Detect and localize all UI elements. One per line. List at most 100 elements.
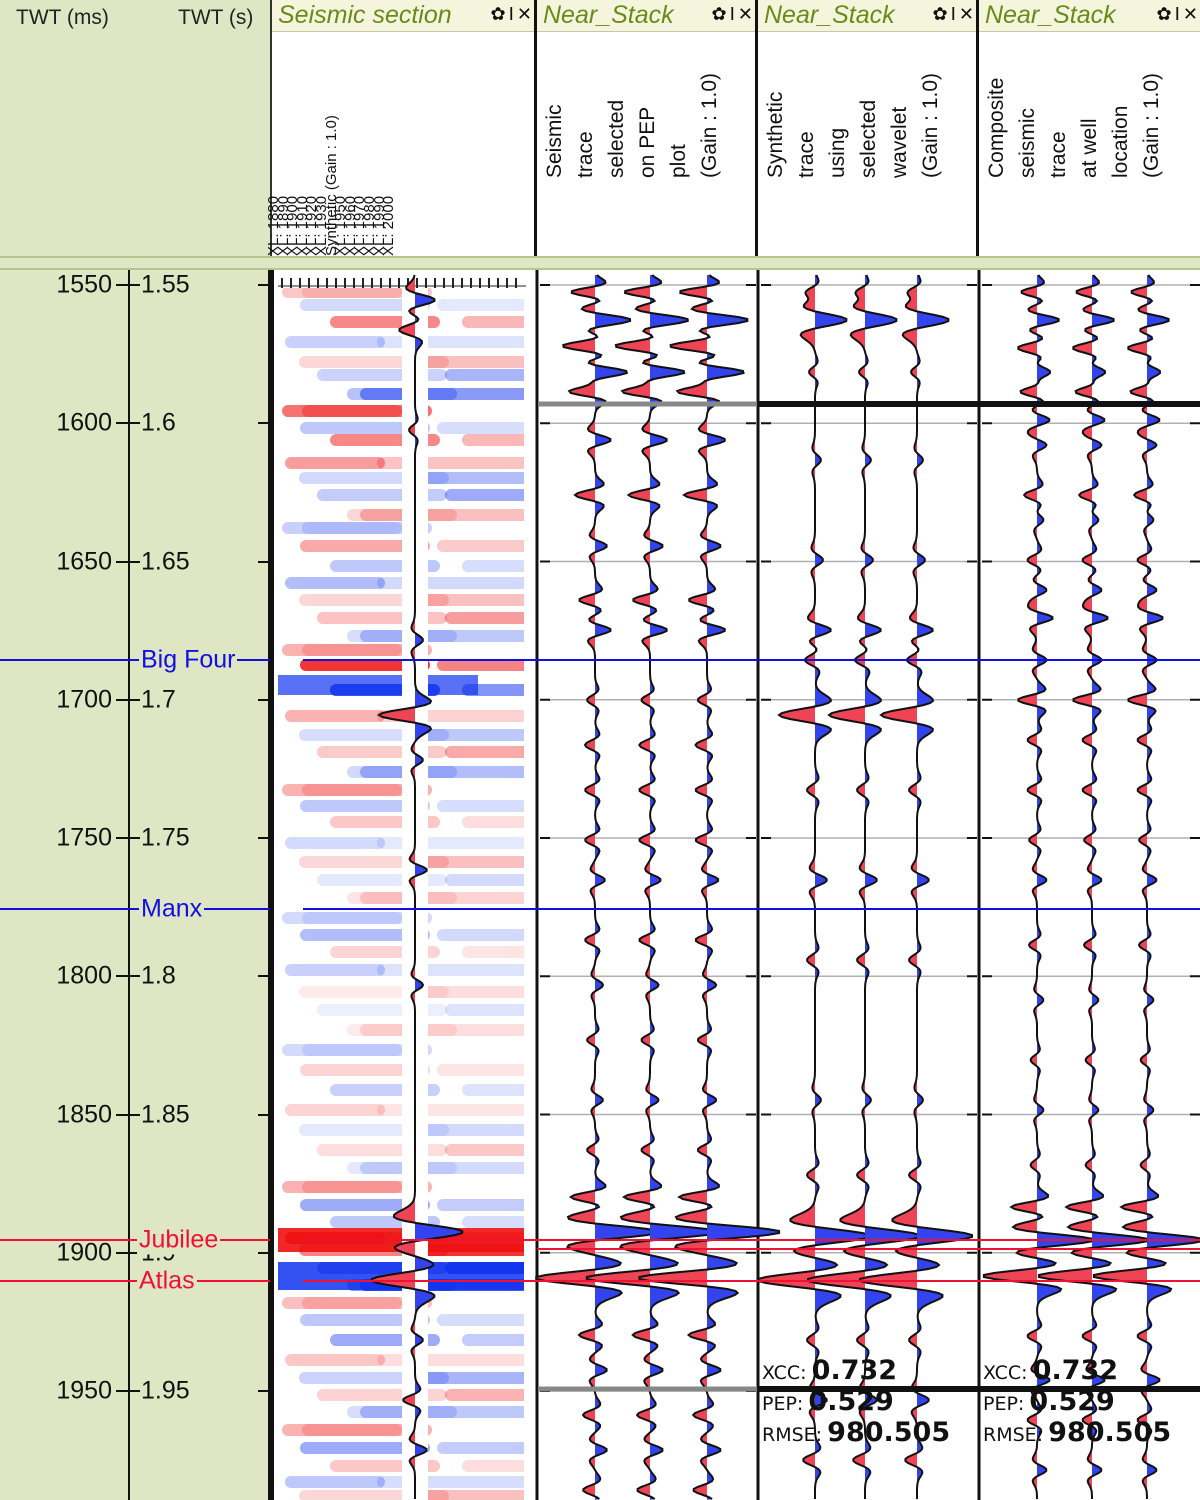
- track-title: Near_Stack: [543, 1, 674, 29]
- axis-header: TWT (ms) TWT (s): [0, 0, 272, 258]
- axis-tick: [116, 698, 140, 701]
- axis-tick: [258, 422, 268, 425]
- tick-label-ms: 1850: [56, 1100, 112, 1128]
- wiggle-trace: [370, 274, 464, 1500]
- axis-right-border: [268, 270, 270, 1500]
- track-title: Seismic section: [278, 1, 452, 29]
- pin-icon[interactable]: I: [1174, 4, 1180, 25]
- track-header-seismic-section[interactable]: Seismic section ✿ I ✕ XL: 1880 XL: 1890 XL…: [265, 0, 537, 256]
- horizon-label: Jubilee: [137, 1225, 221, 1255]
- close-icon[interactable]: ✕: [516, 4, 532, 25]
- axis-tick: [258, 1251, 268, 1254]
- horizon-label: Manx: [139, 894, 205, 924]
- axis-tick: [258, 698, 268, 701]
- rmse-label: RMSE:: [983, 1424, 1044, 1446]
- track-header-near-stack-seismic[interactable]: Near_Stack ✿ I ✕ Seismic trace selected on …: [537, 0, 758, 256]
- time-axis-track: [0, 270, 270, 1500]
- axis-tick: [258, 1113, 268, 1116]
- wiggle-trace: [807, 274, 921, 1500]
- tick-label-s: 1.55: [141, 270, 190, 299]
- tick-label-ms: 1700: [56, 685, 112, 714]
- header-splitter[interactable]: [0, 256, 1200, 270]
- horizon-line[interactable]: [303, 908, 1200, 910]
- track-title: Near_Stack: [985, 1, 1116, 29]
- settings-icon[interactable]: ✿: [490, 4, 506, 25]
- tick-label-s: 1.6: [141, 408, 176, 437]
- rmse-value: 980.505: [1048, 1417, 1172, 1448]
- axis-ms-line: [128, 270, 130, 1500]
- horizon-line: [0, 659, 270, 661]
- tick-label-s: 1.7: [141, 685, 176, 714]
- track-title-bar[interactable]: Near_Stack ✿ I ✕: [537, 0, 755, 32]
- settings-icon[interactable]: ✿: [711, 4, 727, 25]
- tick-label-ms: 1650: [56, 547, 112, 575]
- horizon-line[interactable]: [303, 659, 1200, 661]
- seismic-section-image: [278, 288, 524, 1500]
- settings-icon[interactable]: ✿: [932, 4, 948, 25]
- horizon-line: [0, 1280, 270, 1282]
- wiggle-trace: [1092, 274, 1200, 1500]
- pin-icon[interactable]: I: [729, 4, 735, 25]
- tick-label-ms: 1950: [56, 1376, 112, 1405]
- pin-icon[interactable]: I: [508, 4, 514, 25]
- wiggle-trace: [859, 274, 973, 1500]
- close-icon[interactable]: ✕: [958, 4, 974, 25]
- axis-tick: [258, 975, 268, 978]
- twt-ms-header: TWT (ms): [16, 6, 109, 29]
- pep-label: PEP:: [762, 1393, 804, 1415]
- wiggle-trace: [535, 274, 659, 1500]
- track-title-bar[interactable]: Near_Stack ✿ I ✕: [758, 0, 976, 32]
- tick-label-ms: 1600: [56, 408, 112, 437]
- axis-tick: [116, 422, 140, 425]
- axis-tick: [116, 284, 140, 286]
- twt-s-header: TWT (s): [178, 6, 254, 29]
- pep-value: 0.529: [808, 1386, 894, 1417]
- xcc-label: XCC:: [762, 1362, 807, 1384]
- tick-label-s: 1.65: [141, 547, 190, 575]
- wiggle-trace: [757, 274, 871, 1500]
- tick-label-s: 1.75: [141, 823, 190, 852]
- horizon-line: [0, 1239, 270, 1241]
- axis-tick: [116, 837, 140, 839]
- horizon-label: Atlas: [137, 1266, 197, 1296]
- axis-tick: [116, 975, 140, 978]
- xcc-value: 0.732: [1032, 1355, 1119, 1386]
- tick-label-s: 1.85: [141, 1100, 190, 1128]
- track-header-near-stack-synthetic[interactable]: Near_Stack ✿ I ✕ Synthetic trace using sele…: [758, 0, 979, 256]
- xcc-label: XCC:: [983, 1362, 1028, 1384]
- track-header-near-stack-composite[interactable]: Near_Stack ✿ I ✕ Composite seismic trace at…: [979, 0, 1200, 256]
- wiggle-trace: [585, 274, 719, 1500]
- xcc-value: 0.732: [811, 1355, 898, 1386]
- horizon-line[interactable]: [303, 1280, 1200, 1282]
- horizon-line[interactable]: [303, 1239, 1200, 1241]
- track-title-bar[interactable]: Seismic section ✿ I ✕: [272, 0, 534, 32]
- horizon-line: [0, 908, 270, 910]
- axis-tick: [116, 1390, 140, 1392]
- rmse-value: 980.505: [827, 1417, 951, 1448]
- stats-panel-composite: XCC: 0.732 PEP: 0.529 RMSE: 980.505: [983, 1355, 1171, 1448]
- wiggle-trace: [982, 274, 1095, 1500]
- axis-tick: [258, 837, 268, 839]
- track-title-bar[interactable]: Near_Stack ✿ I ✕: [979, 0, 1200, 32]
- axis-tick: [258, 284, 268, 286]
- track-title: Near_Stack: [764, 1, 895, 29]
- pin-icon[interactable]: I: [950, 4, 956, 25]
- pep-label: PEP:: [983, 1393, 1025, 1415]
- tick-label-ms: 1550: [56, 270, 112, 299]
- wiggle-trace: [1037, 274, 1150, 1500]
- settings-icon[interactable]: ✿: [1156, 4, 1172, 25]
- tick-label-s: 1.8: [141, 961, 176, 990]
- tick-label-ms: 1750: [56, 823, 112, 852]
- close-icon[interactable]: ✕: [1182, 4, 1198, 25]
- axis-tick: [258, 1390, 268, 1392]
- pep-value: 0.529: [1029, 1386, 1115, 1417]
- axis-tick: [116, 1251, 140, 1254]
- axis-tick: [116, 560, 140, 563]
- close-icon[interactable]: ✕: [737, 4, 753, 25]
- axis-tick: [258, 560, 268, 563]
- tick-label-ms: 1800: [56, 961, 112, 990]
- tick-label-ms: 1900: [56, 1238, 112, 1267]
- wiggle-trace: [638, 274, 781, 1500]
